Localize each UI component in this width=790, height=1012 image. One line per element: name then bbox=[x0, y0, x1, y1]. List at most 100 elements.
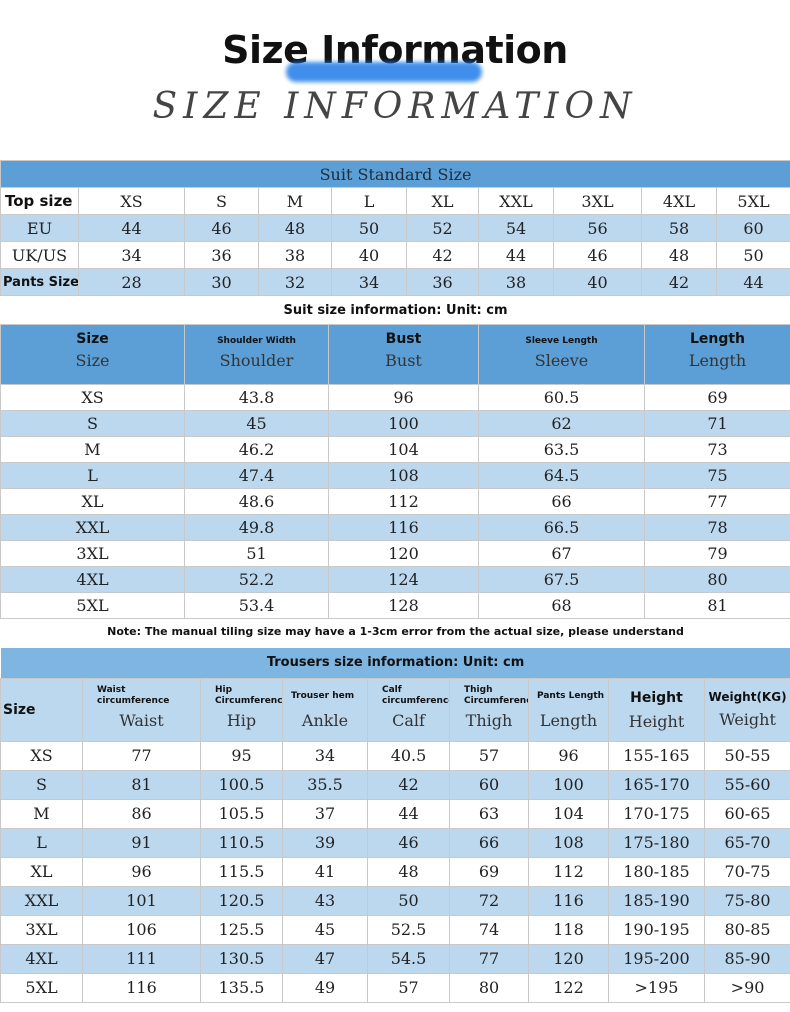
trousers-header-cell: Waist circumference Waist bbox=[82, 677, 201, 742]
trousers-header-cell: Pants Length Length bbox=[528, 677, 609, 742]
suit-value-cell: 43.8 bbox=[184, 383, 329, 411]
standard-cell: 42 bbox=[406, 241, 479, 269]
standard-cell: 46 bbox=[184, 214, 259, 242]
trousers-value-cell: 130.5 bbox=[200, 943, 283, 974]
trousers-header-cell: Thigh Circumference Thigh bbox=[449, 677, 529, 742]
standard-row-label: Pants Size bbox=[0, 268, 79, 296]
trousers-row: XL 96 115.5 41 48 69 112 180-185 70-75 bbox=[0, 856, 790, 887]
suit-header-cell: Bust Bust bbox=[328, 323, 479, 385]
suit-value-cell: 60.5 bbox=[478, 383, 645, 411]
trousers-header-cell: Hip Circumference Hip bbox=[200, 677, 283, 742]
trousers-value-cell: 135.5 bbox=[200, 972, 283, 1003]
trousers-header-cell: Size bbox=[0, 677, 83, 742]
suit-header-label: Size bbox=[76, 330, 109, 347]
suit-value-cell: 73 bbox=[644, 435, 790, 463]
trousers-header-label: Height bbox=[630, 689, 683, 706]
page-subtitle: SIZE INFORMATION bbox=[152, 86, 638, 127]
trousers-row: L 91 110.5 39 46 66 108 175-180 65-70 bbox=[0, 827, 790, 858]
trousers-row: S 81 100.5 35.5 42 60 100 165-170 55-60 bbox=[0, 769, 790, 800]
standard-size-caption: Suit Standard Size bbox=[0, 160, 790, 188]
trousers-value-cell: 52.5 bbox=[367, 914, 450, 945]
trousers-value-cell: 55-60 bbox=[703, 769, 790, 800]
standard-row: UK/US 34 36 38 40 42 44 46 48 50 bbox=[0, 241, 790, 269]
suit-value-cell: 67.5 bbox=[478, 565, 645, 593]
trousers-size-cell: 5XL bbox=[0, 972, 83, 1003]
suit-value-cell: 78 bbox=[644, 513, 790, 541]
suit-row: XXL 49.8 116 66.5 78 bbox=[0, 513, 790, 541]
suit-header-label: Sleeve Length bbox=[525, 335, 598, 346]
suit-value-cell: 46.2 bbox=[184, 435, 329, 463]
suit-size-cell: L bbox=[0, 461, 185, 489]
trousers-value-cell: 48 bbox=[367, 856, 450, 887]
trousers-value-cell: 77 bbox=[82, 740, 201, 771]
suit-value-cell: 52.2 bbox=[184, 565, 329, 593]
standard-cell: 44 bbox=[78, 214, 185, 242]
suit-value-cell: 77 bbox=[644, 487, 790, 515]
standard-cell: 34 bbox=[331, 268, 407, 296]
trousers-header-label: Thigh Circumference bbox=[464, 684, 528, 706]
suit-header-label: Length bbox=[689, 330, 746, 347]
trousers-value-cell: 54.5 bbox=[367, 943, 450, 974]
suit-value-cell: 100 bbox=[328, 409, 479, 437]
trousers-value-cell: 37 bbox=[282, 798, 368, 829]
standard-cell: 40 bbox=[553, 268, 642, 296]
trousers-value-cell: 195-200 bbox=[608, 943, 705, 974]
standard-cell: XS bbox=[78, 187, 185, 215]
trousers-value-cell: 60-65 bbox=[703, 798, 790, 829]
trousers-header-cell: Trouser hem Ankle bbox=[282, 677, 368, 742]
standard-cell: 60 bbox=[715, 214, 790, 242]
standard-cell: 36 bbox=[184, 241, 259, 269]
suit-value-cell: 112 bbox=[328, 487, 479, 515]
suit-value-cell: 67 bbox=[478, 539, 645, 567]
suit-row: S 45 100 62 71 bbox=[0, 409, 790, 437]
trousers-size-cell: XS bbox=[0, 740, 83, 771]
trousers-header-sublabel: Calf bbox=[392, 710, 425, 730]
suit-row: 4XL 52.2 124 67.5 80 bbox=[0, 565, 790, 593]
trousers-value-cell: 72 bbox=[449, 885, 529, 916]
trousers-value-cell: 155-165 bbox=[608, 740, 705, 771]
trousers-header-sublabel: Hip bbox=[226, 710, 257, 730]
standard-row: EU 44 46 48 50 52 54 56 58 60 bbox=[0, 214, 790, 242]
trousers-value-cell: 91 bbox=[82, 827, 201, 858]
standard-cell: XXL bbox=[478, 187, 554, 215]
suit-row: L 47.4 108 64.5 75 bbox=[0, 461, 790, 489]
standard-cell: 54 bbox=[478, 214, 554, 242]
suit-header-row: Size Size Shoulder Width Shoulder Bust Bust Sl… bbox=[0, 323, 790, 385]
suit-size-cell: S bbox=[0, 409, 185, 437]
suit-value-cell: 96 bbox=[328, 383, 479, 411]
suit-value-cell: 124 bbox=[328, 565, 479, 593]
trousers-value-cell: >90 bbox=[703, 972, 790, 1003]
suit-header-sublabel: Bust bbox=[385, 350, 422, 370]
standard-cell: S bbox=[184, 187, 259, 215]
suit-value-cell: 80 bbox=[644, 565, 790, 593]
suit-row: M 46.2 104 63.5 73 bbox=[0, 435, 790, 463]
trousers-row: 5XL 116 135.5 49 57 80 122 >195 >90 bbox=[0, 972, 790, 1003]
standard-cell: L bbox=[331, 187, 407, 215]
trousers-value-cell: 104 bbox=[528, 798, 609, 829]
standard-cell: 44 bbox=[478, 241, 554, 269]
suit-header-cell: Length Length bbox=[644, 323, 790, 385]
trousers-value-cell: 43 bbox=[282, 885, 368, 916]
trousers-row: 3XL 106 125.5 45 52.5 74 118 190-195 80-85 bbox=[0, 914, 790, 945]
trousers-value-cell: 110.5 bbox=[200, 827, 283, 858]
trousers-value-cell: 122 bbox=[528, 972, 609, 1003]
trousers-value-cell: 101 bbox=[82, 885, 201, 916]
trousers-value-cell: 74 bbox=[449, 914, 529, 945]
standard-cell: 36 bbox=[406, 268, 479, 296]
standard-row-label: UK/US bbox=[0, 241, 79, 269]
trousers-value-cell: 118 bbox=[528, 914, 609, 945]
standard-cell: 4XL bbox=[641, 187, 717, 215]
trousers-size-table: Trousers size information: Unit: cm Size… bbox=[0, 648, 790, 1003]
trousers-value-cell: 116 bbox=[528, 885, 609, 916]
trousers-value-cell: 44 bbox=[367, 798, 450, 829]
trousers-value-cell: 85-90 bbox=[703, 943, 790, 974]
trousers-size-cell: M bbox=[0, 798, 83, 829]
trousers-size-cell: S bbox=[0, 769, 83, 800]
standard-cell: 32 bbox=[258, 268, 332, 296]
suit-size-cell: XXL bbox=[0, 513, 185, 541]
trousers-value-cell: 77 bbox=[449, 943, 529, 974]
trousers-value-cell: 69 bbox=[449, 856, 529, 887]
trousers-value-cell: 100 bbox=[528, 769, 609, 800]
trousers-value-cell: 115.5 bbox=[200, 856, 283, 887]
trousers-value-cell: 111 bbox=[82, 943, 201, 974]
